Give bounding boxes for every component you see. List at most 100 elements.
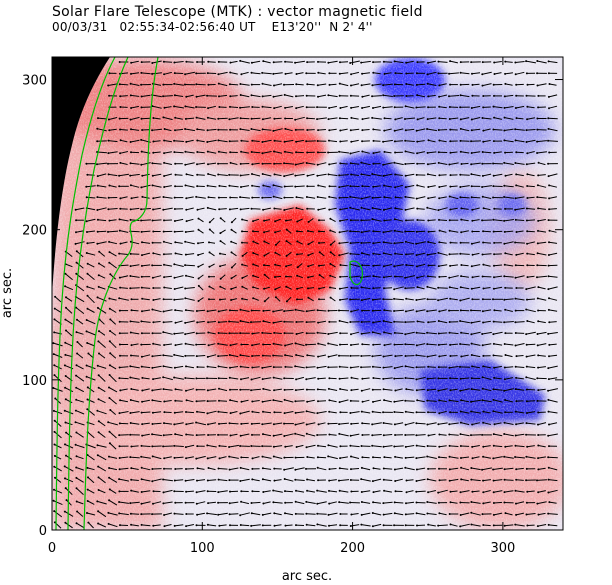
field-vector bbox=[197, 320, 205, 323]
vector-head bbox=[526, 185, 529, 187]
field-vector bbox=[163, 309, 173, 312]
vector-head bbox=[162, 208, 165, 211]
vector-head bbox=[525, 163, 528, 166]
vector-head bbox=[108, 340, 111, 343]
field-vector bbox=[339, 117, 349, 120]
field-vector bbox=[362, 117, 370, 120]
field-vector bbox=[131, 445, 139, 447]
field-vector bbox=[471, 151, 481, 154]
vector-head bbox=[404, 310, 407, 313]
field-vector bbox=[328, 455, 338, 460]
vector-head bbox=[537, 309, 540, 312]
vector-head bbox=[141, 376, 144, 379]
vector-head bbox=[503, 524, 506, 527]
vector-head bbox=[74, 242, 77, 245]
field-vector bbox=[328, 94, 338, 98]
vector-head bbox=[481, 513, 484, 516]
field-vector bbox=[394, 218, 404, 222]
field-vector bbox=[108, 421, 118, 426]
field-vector bbox=[350, 275, 360, 278]
vector-head bbox=[328, 489, 330, 492]
vector-head bbox=[140, 117, 143, 120]
field-vector bbox=[174, 140, 184, 142]
vector-head bbox=[173, 490, 176, 493]
vector-head bbox=[217, 355, 220, 358]
vector-head bbox=[185, 274, 187, 277]
vector-head bbox=[449, 490, 452, 493]
vector-head bbox=[383, 309, 386, 312]
vector-head bbox=[504, 332, 507, 335]
vector-head bbox=[251, 467, 254, 470]
field-vector bbox=[472, 275, 480, 278]
vector-head bbox=[64, 487, 67, 490]
field-vector bbox=[153, 321, 161, 323]
field-vector bbox=[75, 444, 85, 449]
vector-head bbox=[328, 410, 331, 413]
field-vector bbox=[251, 422, 261, 425]
field-vector bbox=[164, 106, 172, 109]
field-vector bbox=[251, 173, 261, 177]
field-vector bbox=[76, 467, 84, 471]
field-vector bbox=[66, 499, 72, 506]
vector-head bbox=[108, 364, 111, 367]
vector-head bbox=[360, 466, 363, 469]
vector-head bbox=[503, 139, 506, 142]
vector-head bbox=[394, 151, 397, 154]
vector-head bbox=[285, 219, 287, 222]
field-vector bbox=[416, 422, 426, 425]
vector-head bbox=[272, 423, 275, 426]
field-vector bbox=[87, 241, 95, 244]
vector-head bbox=[415, 299, 418, 301]
field-vector bbox=[449, 72, 459, 75]
vector-head bbox=[185, 208, 188, 211]
vector-head bbox=[75, 500, 78, 503]
field-vector bbox=[439, 445, 447, 448]
field-vector bbox=[405, 128, 415, 131]
field-vector bbox=[240, 354, 250, 357]
field-vector bbox=[483, 264, 491, 267]
vector-head bbox=[438, 95, 441, 98]
field-vector bbox=[427, 490, 437, 493]
field-vector bbox=[372, 478, 382, 482]
vector-head bbox=[118, 412, 121, 415]
vector-head bbox=[207, 321, 210, 324]
field-vector bbox=[405, 467, 415, 471]
field-vector bbox=[361, 162, 371, 166]
vector-head bbox=[459, 71, 462, 74]
vector-head bbox=[129, 275, 132, 277]
vector-head bbox=[426, 206, 429, 209]
field-vector bbox=[164, 400, 172, 402]
field-vector bbox=[417, 140, 425, 143]
field-vector bbox=[65, 522, 73, 529]
field-vector bbox=[416, 106, 426, 108]
field-vector bbox=[537, 501, 547, 505]
field-vector bbox=[87, 263, 95, 268]
vector-head bbox=[151, 480, 154, 483]
field-vector bbox=[142, 399, 150, 403]
vector-head bbox=[108, 499, 111, 502]
vector-head bbox=[107, 230, 109, 233]
field-vector bbox=[306, 501, 316, 504]
vector-head bbox=[471, 365, 474, 368]
field-vector bbox=[505, 445, 513, 448]
vector-head bbox=[129, 422, 132, 424]
vector-head bbox=[427, 411, 429, 414]
vector-head bbox=[163, 514, 166, 516]
vector-head bbox=[207, 502, 210, 505]
field-vector bbox=[130, 275, 140, 278]
field-vector bbox=[119, 218, 129, 222]
vector-head bbox=[405, 72, 408, 75]
field-vector bbox=[108, 477, 118, 483]
vector-head bbox=[350, 286, 353, 289]
vector-head bbox=[393, 367, 396, 370]
vector-head bbox=[316, 309, 319, 312]
field-vector bbox=[97, 117, 107, 120]
vector-head bbox=[393, 331, 396, 334]
field-vector bbox=[251, 388, 261, 391]
vector-head bbox=[129, 320, 132, 323]
vector-head bbox=[207, 331, 210, 334]
vector-head bbox=[151, 399, 154, 402]
vector-head bbox=[305, 467, 307, 470]
field-vector bbox=[296, 139, 304, 143]
field-vector bbox=[207, 173, 217, 177]
